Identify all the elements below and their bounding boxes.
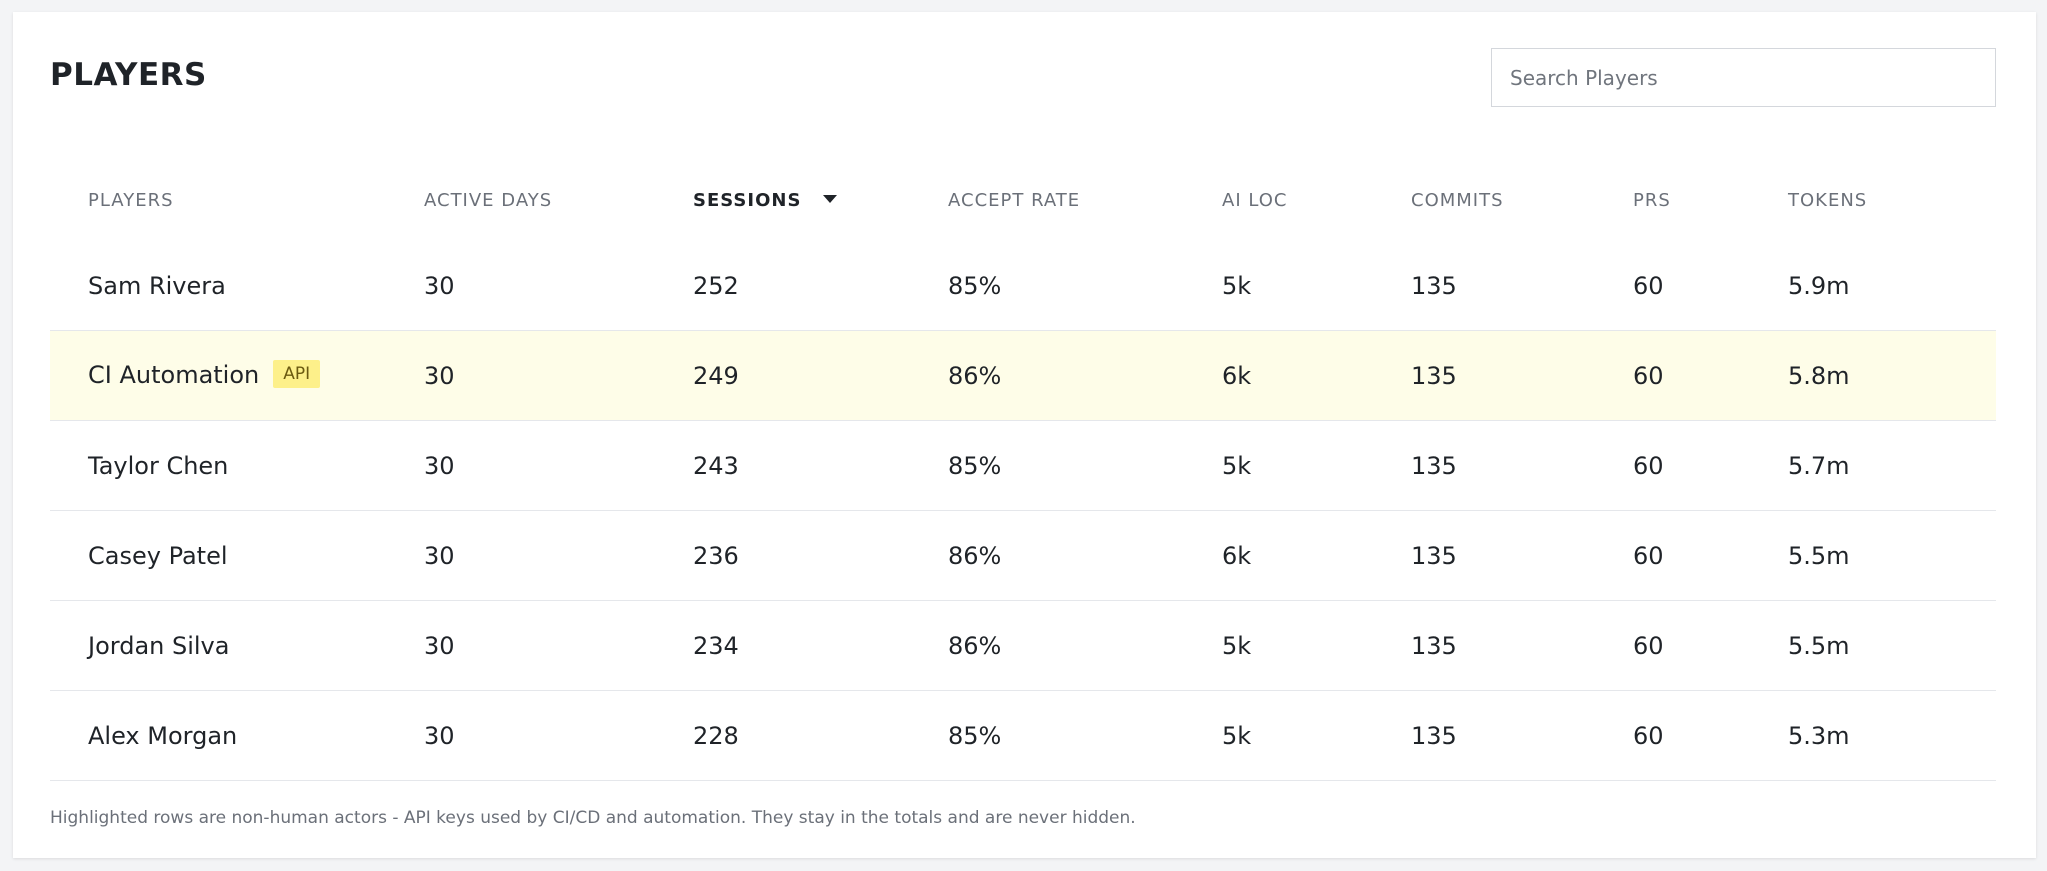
ai-loc-cell: 6k bbox=[1222, 541, 1252, 570]
sessions-cell: 236 bbox=[693, 541, 739, 570]
sort-descending-icon bbox=[823, 195, 838, 203]
ai-loc-cell: 5k bbox=[1222, 721, 1252, 750]
commits-cell: 135 bbox=[1411, 721, 1457, 750]
table-row[interactable]: Sam Rivera 30 252 85% 5k 135 60 5.9m bbox=[50, 241, 1996, 331]
tokens-cell: 5.5m bbox=[1788, 631, 1850, 660]
active-days-cell: 30 bbox=[424, 361, 455, 390]
table-row[interactable]: Alex Morgan 30 228 85% 5k 135 60 5.3m bbox=[50, 691, 1996, 781]
player-name: Taylor Chen bbox=[88, 451, 229, 480]
prs-cell: 60 bbox=[1633, 541, 1664, 570]
commits-cell: 135 bbox=[1411, 541, 1457, 570]
sessions-cell: 228 bbox=[693, 721, 739, 750]
player-name: Sam Rivera bbox=[88, 271, 226, 300]
commits-cell: 135 bbox=[1411, 631, 1457, 660]
commits-cell: 135 bbox=[1411, 451, 1457, 480]
tokens-cell: 5.8m bbox=[1788, 361, 1850, 390]
tokens-cell: 5.5m bbox=[1788, 541, 1850, 570]
column-header-commits[interactable]: COMMITS bbox=[1411, 190, 1504, 211]
prs-cell: 60 bbox=[1633, 721, 1664, 750]
commits-cell: 135 bbox=[1411, 271, 1457, 300]
ai-loc-cell: 5k bbox=[1222, 451, 1252, 480]
player-name: Casey Patel bbox=[88, 541, 228, 570]
accept-rate-cell: 86% bbox=[948, 631, 1002, 660]
tokens-cell: 5.7m bbox=[1788, 451, 1850, 480]
sessions-cell: 243 bbox=[693, 451, 739, 480]
footnote: Highlighted rows are non-human actors - … bbox=[50, 808, 1136, 828]
sessions-cell: 252 bbox=[693, 271, 739, 300]
table-row[interactable]: Casey Patel 30 236 86% 6k 135 60 5.5m bbox=[50, 511, 1996, 601]
tokens-cell: 5.9m bbox=[1788, 271, 1850, 300]
active-days-cell: 30 bbox=[424, 541, 455, 570]
active-days-cell: 30 bbox=[424, 721, 455, 750]
accept-rate-cell: 86% bbox=[948, 541, 1002, 570]
ai-loc-cell: 5k bbox=[1222, 631, 1252, 660]
table-row[interactable]: Jordan Silva 30 234 86% 5k 135 60 5.5m bbox=[50, 601, 1996, 691]
ai-loc-cell: 6k bbox=[1222, 361, 1252, 390]
accept-rate-cell: 86% bbox=[948, 361, 1002, 390]
players-card: PLAYERS PLAYERS ACTIVE DAYS SESSIONS ACC… bbox=[13, 12, 2036, 858]
player-name: CI Automation bbox=[88, 361, 260, 389]
accept-rate-cell: 85% bbox=[948, 271, 1002, 300]
column-header-accept-rate[interactable]: ACCEPT RATE bbox=[948, 190, 1081, 211]
ai-loc-cell: 5k bbox=[1222, 271, 1252, 300]
column-header-active-days[interactable]: ACTIVE DAYS bbox=[424, 190, 553, 211]
search-input[interactable] bbox=[1491, 48, 1996, 107]
sessions-cell: 234 bbox=[693, 631, 739, 660]
active-days-cell: 30 bbox=[424, 271, 455, 300]
table-row[interactable]: CI Automation API 30 249 86% 6k 135 60 5.… bbox=[50, 330, 1996, 421]
player-name: Alex Morgan bbox=[88, 721, 238, 750]
page-title: PLAYERS bbox=[50, 57, 207, 93]
prs-cell: 60 bbox=[1633, 631, 1664, 660]
prs-cell: 60 bbox=[1633, 361, 1664, 390]
api-badge: API bbox=[273, 360, 321, 388]
column-header-tokens[interactable]: TOKENS bbox=[1788, 190, 1868, 211]
column-header-ai-loc[interactable]: AI LOC bbox=[1222, 190, 1288, 211]
commits-cell: 135 bbox=[1411, 361, 1457, 390]
column-header-prs[interactable]: PRS bbox=[1633, 190, 1671, 211]
column-header-players[interactable]: PLAYERS bbox=[88, 190, 174, 211]
active-days-cell: 30 bbox=[424, 451, 455, 480]
table-header-row: PLAYERS ACTIVE DAYS SESSIONS ACCEPT RATE… bbox=[50, 160, 1996, 241]
active-days-cell: 30 bbox=[424, 631, 455, 660]
tokens-cell: 5.3m bbox=[1788, 721, 1850, 750]
prs-cell: 60 bbox=[1633, 451, 1664, 480]
sessions-cell: 249 bbox=[693, 361, 739, 390]
accept-rate-cell: 85% bbox=[948, 721, 1002, 750]
prs-cell: 60 bbox=[1633, 271, 1664, 300]
column-header-sessions[interactable]: SESSIONS bbox=[693, 160, 948, 241]
accept-rate-cell: 85% bbox=[948, 451, 1002, 480]
player-name-cell: CI Automation API bbox=[50, 331, 424, 421]
player-name: Jordan Silva bbox=[88, 631, 230, 660]
players-table: PLAYERS ACTIVE DAYS SESSIONS ACCEPT RATE… bbox=[50, 160, 1996, 781]
table-row[interactable]: Taylor Chen 30 243 85% 5k 135 60 5.7m bbox=[50, 421, 1996, 511]
